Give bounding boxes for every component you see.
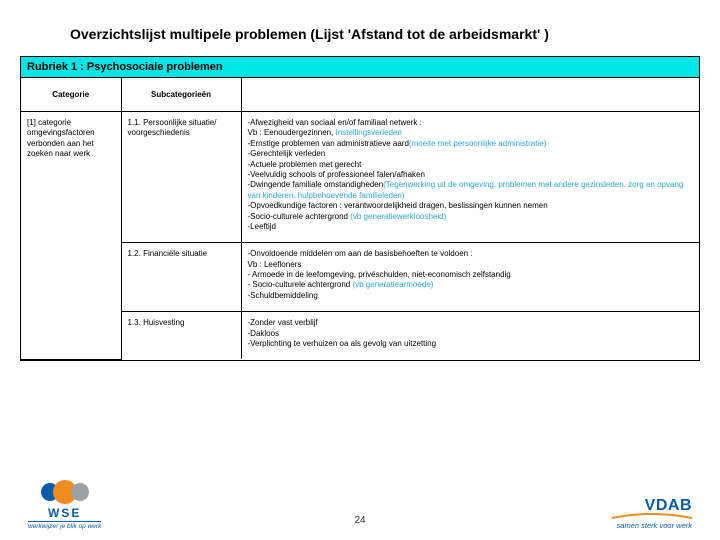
table-row: 1.3. Huisvesting -Zonder vast verblijf -… (21, 312, 699, 360)
col-categorie: Categorie (21, 78, 121, 112)
header-row: Categorie Subcategorieën (21, 78, 699, 112)
wse-tagline: werkwijzer je blik op werk (28, 521, 101, 530)
cell-subcategory: 1.2. Financiële situatie (121, 243, 241, 312)
cell-subcategory: 1.1. Persoonlijke situatie/ voorgeschied… (121, 112, 241, 243)
cell-category: [1] categorie omgevingsfactoren verbonde… (21, 112, 121, 360)
table-row: [1] categorie omgevingsfactoren verbonde… (21, 112, 699, 243)
page-number: 24 (354, 515, 365, 526)
cell-description: -Onvoldoende middelen om aan de basisbeh… (241, 243, 699, 312)
wse-logo-icon (44, 480, 86, 504)
cell-description: -Afwezigheid van sociaal en/of familiaal… (241, 112, 699, 243)
cell-subcategory: 1.3. Huisvesting (121, 312, 241, 360)
table-row: 1.2. Financiële situatie -Onvoldoende mi… (21, 243, 699, 312)
content-table: Categorie Subcategorieën [1] categorie o… (21, 78, 699, 360)
vdab-swoosh-icon (612, 513, 692, 519)
page-title: Overzichtslijst multipele problemen (Lij… (0, 0, 720, 56)
col-description (241, 78, 699, 112)
wse-logo: WSE werkwijzer je blik op werk (28, 480, 101, 530)
vdab-logo: VDAB samen sterk voor werk (612, 497, 692, 530)
col-subcategorie: Subcategorieën (121, 78, 241, 112)
vdab-tagline: samen sterk voor werk (617, 521, 692, 530)
problem-table: Rubriek 1 : Psychosociale problemen Cate… (20, 56, 700, 361)
wse-label: WSE (48, 506, 81, 520)
rubriek-header: Rubriek 1 : Psychosociale problemen (21, 57, 699, 78)
cell-description: -Zonder vast verblijf -Dakloos -Verplich… (241, 312, 699, 360)
